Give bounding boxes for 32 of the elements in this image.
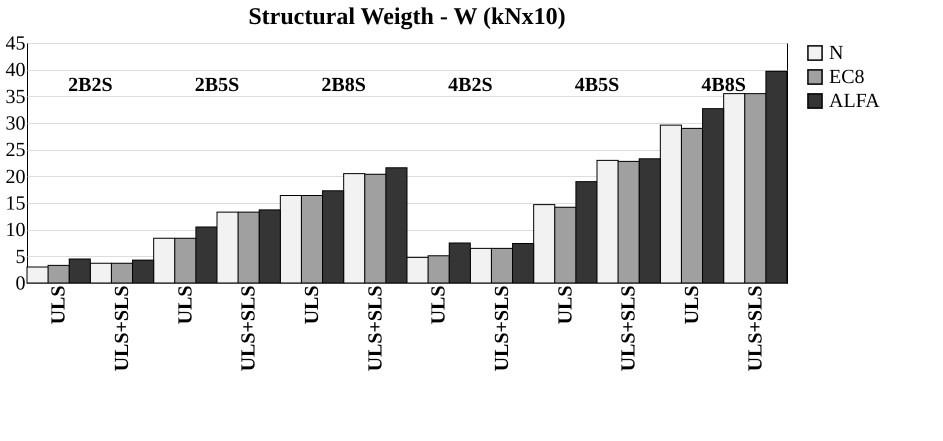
annotation: 2B2S — [68, 74, 113, 96]
x-tick-label: ULS — [681, 286, 703, 324]
y-tick-label: 25 — [6, 139, 26, 162]
x-tick-label: ULS+SLS — [111, 286, 133, 372]
annotation: 2B8S — [321, 74, 366, 96]
y-tick-label: 0 — [16, 272, 26, 294]
x-tick-label: ULS+SLS — [238, 286, 260, 372]
legend-label: N — [829, 42, 844, 64]
annotation: 4B5S — [574, 74, 620, 96]
legend-label: ALFA — [829, 90, 880, 112]
annotation: 2B5S — [194, 74, 240, 96]
y-tick-label: 20 — [6, 166, 26, 188]
chart-title: Structural Weigth - W (kNx10) — [248, 4, 566, 30]
annotation: 4B2S — [448, 74, 493, 96]
x-tick-label: ULS+SLS — [491, 286, 513, 372]
x-tick-label: ULS — [301, 286, 323, 324]
y-tick-label: 5 — [16, 246, 26, 268]
y-tick-label: 15 — [6, 192, 26, 214]
y-tick-label: 35 — [6, 86, 26, 108]
x-tick-label: ULS — [428, 286, 450, 324]
legend-label: EC8 — [829, 66, 865, 88]
x-tick-label: ULS — [174, 286, 196, 324]
x-tick-label: ULS+SLS — [364, 286, 386, 372]
x-tick-label: ULS+SLS — [744, 286, 766, 372]
y-tick-label: 10 — [6, 219, 26, 242]
annotation: 4B8S — [701, 74, 746, 96]
y-tick-label: 45 — [6, 32, 26, 54]
x-tick-label: ULS+SLS — [618, 286, 640, 372]
y-tick-label: 30 — [6, 112, 26, 134]
y-tick-label: 40 — [6, 59, 26, 82]
x-tick-label: ULS — [554, 286, 576, 324]
x-tick-label: ULS — [48, 286, 70, 324]
